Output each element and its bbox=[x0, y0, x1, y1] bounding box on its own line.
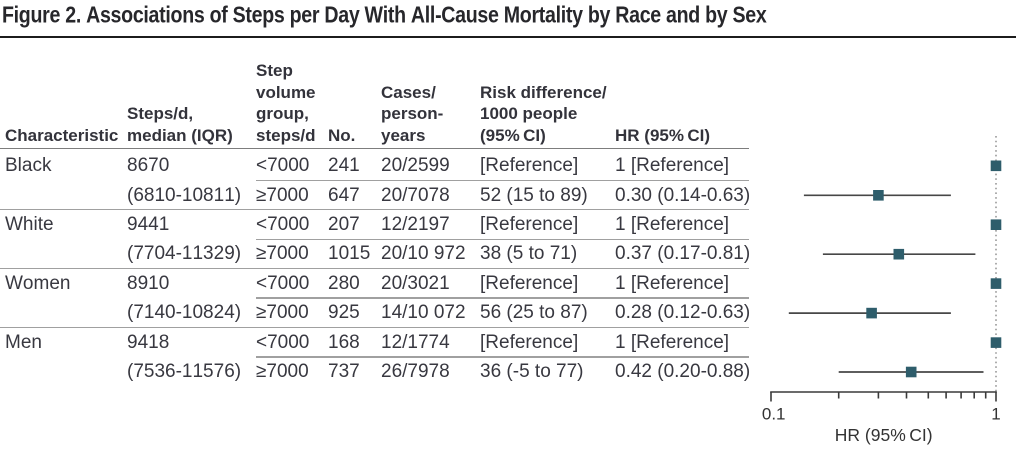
svg-text:HR (95% CI): HR (95% CI) bbox=[835, 425, 933, 445]
svg-text:1: 1 bbox=[991, 405, 1000, 424]
svg-text:0.1: 0.1 bbox=[762, 405, 786, 424]
